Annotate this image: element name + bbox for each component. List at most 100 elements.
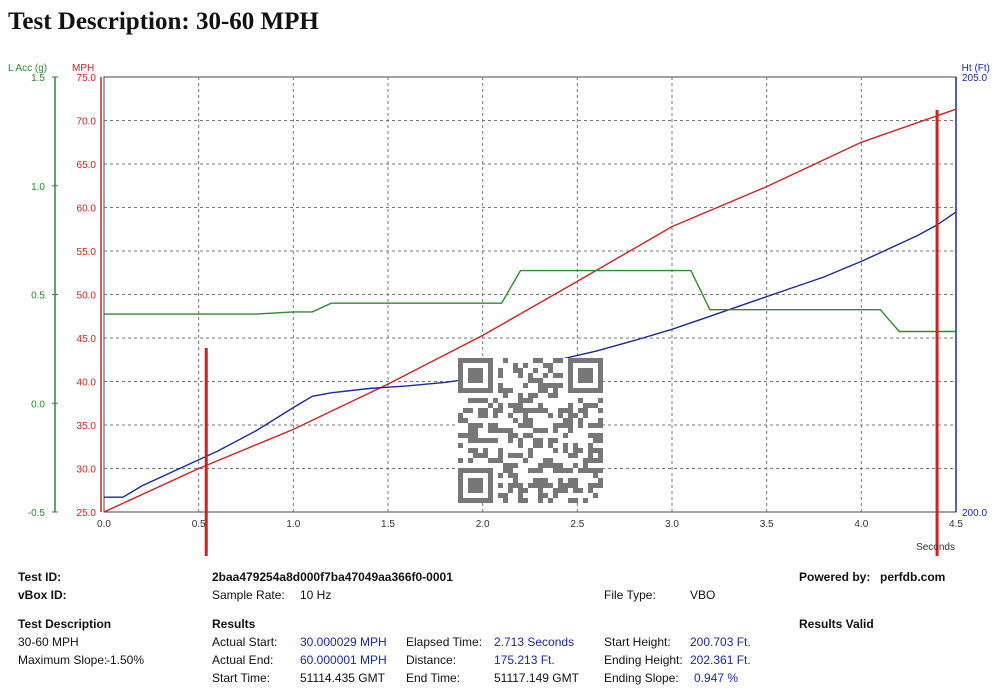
qr-module	[508, 453, 513, 458]
qr-module	[588, 443, 593, 448]
qr-module	[558, 358, 563, 363]
qr-module	[518, 423, 523, 428]
qr-module	[568, 418, 573, 423]
qr-module	[553, 493, 558, 498]
x-tick-label: 2.5	[570, 519, 584, 530]
qr-module	[503, 493, 508, 498]
qr-module	[508, 463, 513, 468]
qr-module	[488, 438, 493, 443]
qr-module	[478, 438, 483, 443]
qr-module	[588, 433, 593, 438]
qr-module	[468, 398, 473, 403]
qr-module	[463, 433, 468, 438]
x-tick-label: 0.0	[97, 519, 111, 530]
qr-module	[553, 393, 558, 398]
qr-module	[493, 413, 498, 418]
qr-module	[593, 473, 598, 478]
qr-module	[578, 408, 583, 413]
qr-module	[573, 448, 578, 453]
start-time-value: 51114.435 GMT	[300, 671, 385, 685]
qr-module	[558, 488, 563, 493]
qr-module	[468, 428, 473, 433]
results-heading: Results	[212, 617, 256, 631]
qr-module	[568, 403, 573, 408]
lacc-axis-title: L Acc (g)	[8, 63, 47, 74]
powered-by-label: Powered by:	[799, 570, 871, 584]
qr-module	[508, 433, 513, 438]
qr-module	[558, 423, 563, 428]
qr-module	[558, 463, 563, 468]
qr-module	[528, 468, 533, 473]
qr-module	[493, 428, 498, 433]
qr-module	[508, 483, 513, 488]
qr-module	[528, 373, 533, 378]
mph-tick-label: 60.0	[77, 204, 97, 215]
qr-module	[548, 363, 553, 368]
qr-module	[543, 463, 548, 468]
qr-module	[588, 453, 593, 458]
qr-module	[598, 478, 603, 483]
qr-module	[543, 483, 548, 488]
qr-module	[473, 433, 478, 438]
qr-module	[513, 408, 518, 413]
qr-module	[533, 478, 538, 483]
lacc-tick-label: 0.0	[31, 399, 45, 410]
file-type-label: File Type:	[604, 588, 656, 602]
distance-label: Distance:	[406, 653, 457, 667]
qr-module	[543, 388, 548, 393]
qr-module	[588, 403, 593, 408]
qr-module	[513, 363, 518, 368]
qr-module	[563, 468, 568, 473]
qr-module	[528, 408, 533, 413]
qr-module	[568, 428, 573, 433]
lacc-tick-label: -0.5	[28, 508, 46, 519]
qr-module	[468, 438, 473, 443]
qr-module	[598, 468, 603, 473]
qr-module	[498, 408, 503, 413]
qr-module	[493, 408, 498, 413]
qr-module	[503, 498, 508, 503]
qr-finder-outer	[458, 468, 493, 503]
qr-module	[493, 423, 498, 428]
qr-module	[543, 458, 548, 463]
qr-module	[553, 463, 558, 468]
qr-module	[553, 383, 558, 388]
qr-module	[593, 493, 598, 498]
chart-labels: 0.0 0.5 1.0 1.5 2.0 2.5 3.0 3.5 4.0 4.5 25.0 30.0 35…	[8, 63, 990, 553]
qr-module	[498, 448, 503, 453]
qr-module	[558, 383, 563, 388]
qr-module	[523, 498, 528, 503]
qr-module	[483, 398, 488, 403]
ht-axis-title: Ht (Ft)	[962, 63, 990, 74]
qr-module	[533, 443, 538, 448]
qr-module	[583, 403, 588, 408]
qr-module	[553, 423, 558, 428]
qr-module	[563, 423, 568, 428]
end-time-label: End Time:	[406, 671, 461, 685]
qr-module	[588, 423, 593, 428]
qr-module	[578, 488, 583, 493]
qr-module	[508, 413, 513, 418]
qr-module	[588, 483, 593, 488]
qr-module	[498, 388, 503, 393]
qr-module	[463, 408, 468, 413]
mph-tick-label: 55.0	[77, 247, 97, 258]
qr-module	[488, 423, 493, 428]
qr-module	[518, 368, 523, 373]
qr-module	[563, 433, 568, 438]
ending-height-label: Ending Height:	[604, 653, 683, 667]
test-id-label: Test ID:	[18, 570, 62, 584]
qr-module	[468, 458, 473, 463]
qr-module	[538, 498, 543, 503]
qr-module	[533, 483, 538, 488]
mph-tick-label: 65.0	[77, 160, 97, 171]
qr-module	[508, 403, 513, 408]
qr-module	[503, 463, 508, 468]
qr-module	[488, 458, 493, 463]
qr-module	[538, 463, 543, 468]
powered-by-link[interactable]: perfdb.com	[880, 570, 946, 584]
qr-module	[528, 423, 533, 428]
qr-module	[528, 393, 533, 398]
qr-module	[483, 408, 488, 413]
qr-module	[518, 373, 523, 378]
